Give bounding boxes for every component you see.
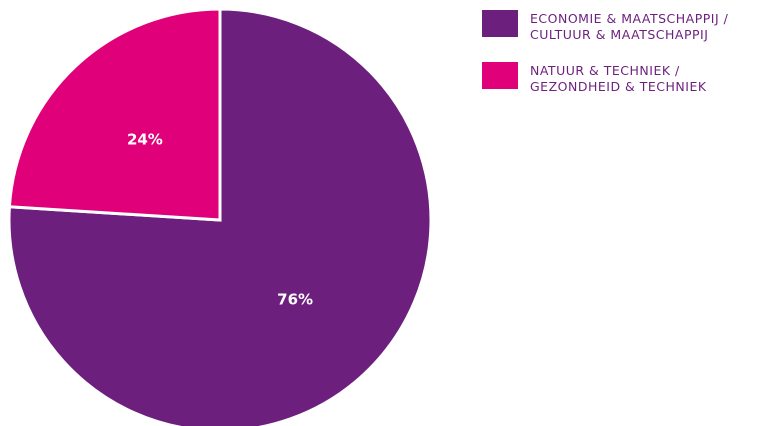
pie-labels: 76% 24% bbox=[127, 131, 313, 309]
legend: economie & maatschappij / cultuur & maat… bbox=[482, 10, 762, 114]
legend-label-economie-line1: economie & maatschappij / bbox=[530, 11, 729, 26]
legend-label-natuur-line2: gezondheid & techniek bbox=[530, 79, 707, 94]
pie-slice-natuur bbox=[7, 7, 222, 222]
legend-item-economie: economie & maatschappij / cultuur & maat… bbox=[482, 10, 762, 43]
slice-label-natuur: 24% bbox=[127, 131, 163, 149]
legend-swatch-natuur bbox=[482, 62, 518, 89]
slice-label-economie: 76% bbox=[277, 290, 313, 308]
legend-label-natuur-line1: natuur & techniek / bbox=[530, 63, 680, 78]
legend-swatch-economie bbox=[482, 10, 518, 37]
legend-label-economie-line2: cultuur & maatschappij bbox=[530, 27, 709, 42]
pie-slice-economie bbox=[7, 7, 433, 426]
pie-slices bbox=[7, 7, 433, 426]
legend-label-economie: economie & maatschappij / cultuur & maat… bbox=[530, 10, 728, 43]
legend-label-natuur: natuur & techniek / gezondheid & technie… bbox=[530, 62, 707, 95]
legend-item-natuur: natuur & techniek / gezondheid & technie… bbox=[482, 62, 762, 95]
